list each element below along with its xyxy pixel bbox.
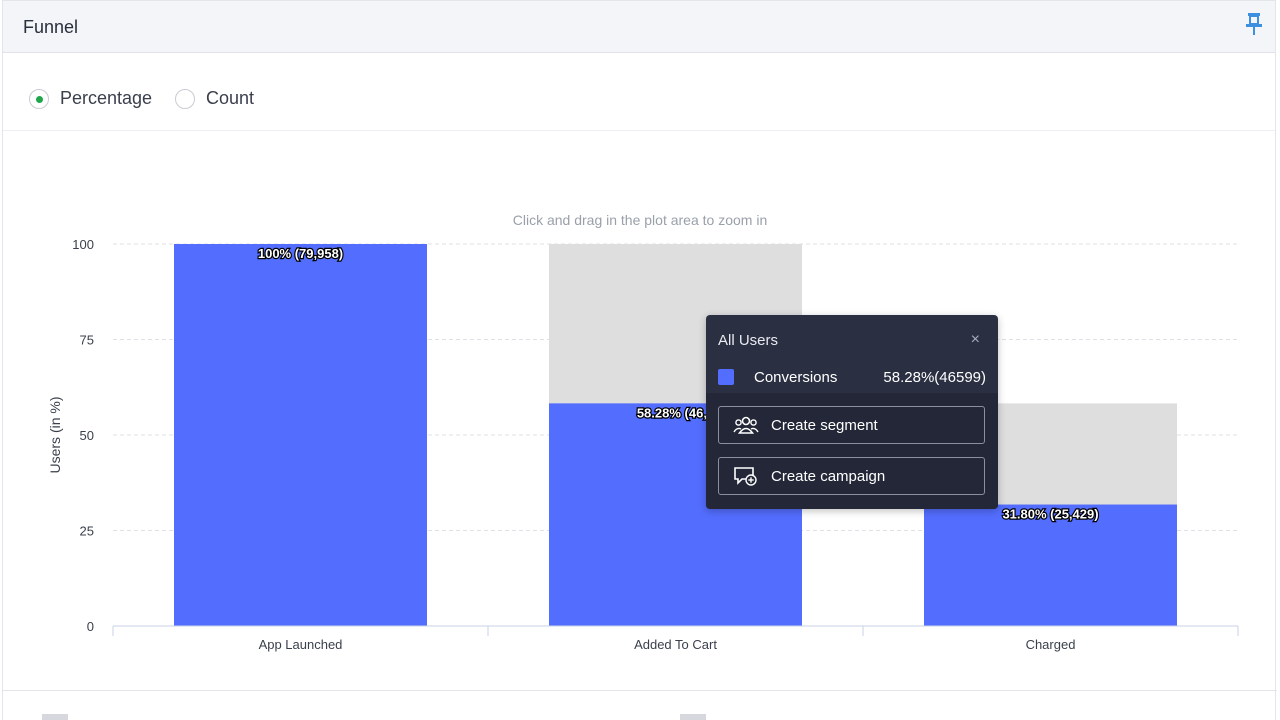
y-tick-label: 25	[80, 524, 94, 539]
bars	[174, 244, 1177, 626]
percentage-label: Percentage	[60, 88, 153, 108]
display-mode-options: Percentage Count	[3, 54, 1275, 131]
panel-divider	[3, 690, 1277, 691]
pin-icon[interactable]	[1243, 11, 1265, 37]
y-tick-label: 50	[80, 428, 94, 443]
panel-title: Funnel	[23, 17, 79, 37]
create-segment-label: Create segment	[771, 416, 878, 434]
y-tick-label: 100	[72, 237, 94, 252]
data-label: 31.80% (25,429)	[1002, 507, 1098, 522]
percentage-radio-circle[interactable]	[29, 88, 49, 109]
bar[interactable]	[924, 504, 1177, 626]
data-labels: 100% (79,958) 58.28% (46,5 31.80% (25,429)	[257, 245, 1100, 523]
tooltip-title: All Users	[718, 332, 779, 349]
axes	[112, 625, 1239, 636]
users-group-icon	[733, 414, 759, 436]
tooltip-actions: Create segment Create campaign	[706, 393, 998, 509]
legend-swatch-stub	[680, 714, 706, 720]
count-radio[interactable]: Count	[175, 88, 254, 109]
y-axis-title: Users (in %)	[47, 396, 63, 473]
x-tick-label: Added To Cart	[634, 637, 717, 652]
x-tick-labels: App Launched Added To Cart Charged	[259, 637, 1076, 652]
legend-swatch-stub	[42, 714, 68, 720]
y-tick-label: 75	[80, 333, 94, 348]
close-icon[interactable]: ×	[970, 331, 980, 348]
create-segment-button[interactable]: Create segment	[718, 406, 985, 444]
x-tick-label: App Launched	[259, 637, 343, 652]
tooltip-series-value: 58.28%(46599)	[883, 368, 986, 386]
count-radio-circle[interactable]	[175, 88, 195, 109]
bar-tooltip: All Users × Conversions 58.28%(46599) Cr…	[706, 315, 998, 509]
zoom-hint: Click and drag in the plot area to zoom …	[512, 212, 768, 228]
y-tick-label: 0	[87, 619, 94, 634]
series-swatch	[718, 369, 734, 385]
chat-plus-icon	[733, 465, 759, 487]
tooltip-series-name: Conversions	[754, 368, 838, 386]
panel-header: Funnel	[3, 0, 1275, 53]
percentage-radio[interactable]: Percentage	[29, 88, 152, 109]
x-tick-label: Charged	[1026, 637, 1076, 652]
y-tick-labels: 0 25 50 75 100	[72, 237, 94, 634]
tooltip-series-row: Conversions 58.28%(46599)	[718, 368, 986, 386]
create-campaign-button[interactable]: Create campaign	[718, 457, 985, 495]
count-label: Count	[206, 88, 255, 108]
data-label: 58.28% (46,5	[637, 405, 714, 420]
data-label: 100% (79,958)	[258, 246, 343, 261]
bar[interactable]	[174, 244, 427, 626]
create-campaign-label: Create campaign	[771, 467, 886, 485]
